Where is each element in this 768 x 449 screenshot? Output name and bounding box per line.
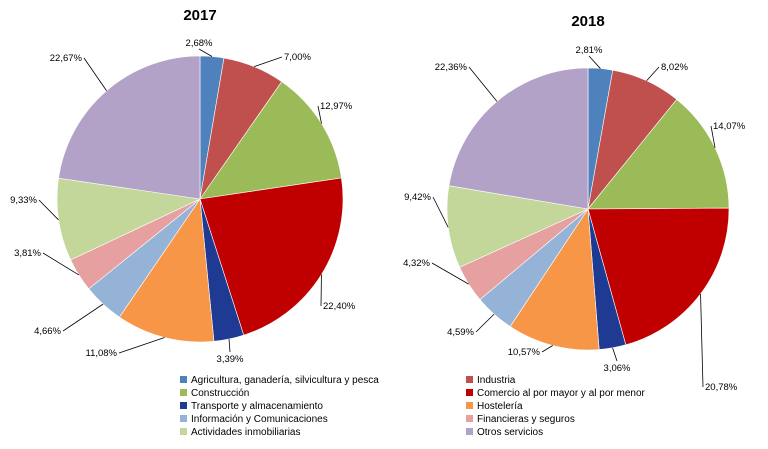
leader-line-2018-0 [588, 55, 601, 69]
pie-slice-2018-actividades-inmobiliarias [446, 185, 590, 268]
legend-item-agricultura-ganaderia-silvicultura-y-pesca: Agricultura, ganadería, silvicultura y p… [180, 375, 379, 386]
leader-line-2017-9 [83, 57, 107, 91]
leader-line-2018-8 [432, 196, 449, 228]
leader-line-2017-0 [198, 48, 213, 57]
data-label-2017-financieras-y-seguros: 3,81% [14, 248, 41, 259]
legend-swatch-informacion-y-comunicaciones [180, 415, 187, 422]
legend-swatch-agricultura-ganaderia-silvicultura-y-pesca [180, 376, 187, 383]
data-label-2017-transporte-y-almacenamiento: 3,39% [217, 354, 244, 365]
leader-line-2018-2 [710, 125, 716, 148]
pie-slice-2017-comercio-al-por-mayor-y-al-por-menor [199, 177, 344, 336]
data-label-2018-hosteleria: 10,57% [508, 347, 541, 358]
data-label-2018-construccion: 14,07% [713, 121, 746, 132]
legend: Agricultura, ganadería, silvicultura y p… [180, 375, 646, 438]
legend-swatch-industria [466, 376, 473, 383]
data-label-2017-informacion-y-comunicaciones: 4,66% [34, 326, 61, 337]
pie-slice-2017-actividades-inmobiliarias [56, 177, 202, 261]
data-label-2017-actividades-inmobiliarias: 9,33% [10, 195, 37, 206]
legend-label-otros-servicios: Otros servicios [477, 427, 543, 438]
leader-line-2017-1 [254, 56, 283, 68]
leader-line-2017-2 [317, 105, 322, 124]
legend-item-transporte-y-almacenamiento: Transporte y almacenamiento [180, 401, 323, 412]
data-label-2018-otros-servicios: 22,36% [435, 62, 468, 73]
leader-line-2017-6 [62, 303, 104, 332]
leader-line-2018-5 [541, 345, 553, 353]
legend-swatch-transporte-y-almacenamiento [180, 402, 187, 409]
data-label-2017-hosteleria: 11,08% [85, 348, 117, 359]
pie-chart-2018: 2018 2,81% 8,02% 14,07% 20,78% 3,06% 10,57% 4,… [403, 13, 746, 393]
data-label-2018-industria: 8,02% [661, 62, 688, 73]
legend-label-industria: Industria [477, 375, 516, 386]
leader-line-2017-4 [228, 338, 231, 353]
leader-line-2017-7 [42, 252, 80, 276]
legend-swatch-construccion [180, 389, 187, 396]
legend-label-financieras-y-seguros: Financieras y seguros [477, 414, 575, 425]
pie-slice-2018-otros-servicios [448, 67, 589, 210]
data-label-2018-comercio-al-por-mayor-y-al-por-menor: 20,78% [705, 382, 738, 393]
legend-item-industria: Industria [466, 375, 516, 386]
leader-line-2018-9 [468, 66, 498, 102]
leader-line-2017-8 [38, 199, 59, 221]
pie-chart-2017: 2017 2,68% 7,00% 12,97% 22,40% 3,39% 11,08% 4,… [10, 7, 356, 365]
leader-line-2018-4 [612, 347, 618, 362]
data-label-2018-informacion-y-comunicaciones: 4,59% [447, 327, 474, 338]
data-label-2017-industria: 7,00% [284, 52, 311, 63]
legend-item-hosteleria: Hostelería [466, 401, 523, 412]
data-label-2017-comercio-al-por-mayor-y-al-por-menor: 22,40% [323, 301, 356, 312]
leader-line-2018-7 [431, 262, 469, 285]
pie-slice-2017-construccion [199, 81, 342, 200]
legend-swatch-financieras-y-seguros [466, 415, 473, 422]
legend-swatch-otros-servicios [466, 428, 473, 435]
leader-line-2018-6 [475, 313, 495, 333]
leader-line-2018-3 [700, 293, 704, 388]
legend-item-comercio-al-por-mayor-y-al-por-menor: Comercio al por mayor y al por menor [466, 388, 646, 399]
pie-slice-2017-otros-servicios [58, 55, 201, 200]
pie-slice-2017-hosteleria [119, 198, 215, 343]
legend-label-hosteleria: Hostelería [477, 401, 523, 412]
legend-label-construccion: Construcción [191, 388, 249, 399]
chart-title-2018: 2018 [571, 13, 604, 30]
legend-label-actividades-inmobiliarias: Actividades inmobiliarias [191, 427, 301, 438]
legend-item-financieras-y-seguros: Financieras y seguros [466, 414, 575, 425]
data-label-2018-transporte-y-almacenamiento: 3,06% [604, 363, 631, 374]
data-label-2018-actividades-inmobiliarias: 9,42% [404, 192, 431, 203]
legend-label-comercio-al-por-mayor-y-al-por-menor: Comercio al por mayor y al por menor [477, 388, 646, 399]
legend-swatch-actividades-inmobiliarias [180, 428, 187, 435]
data-label-2018-financieras-y-seguros: 4,32% [403, 258, 430, 269]
data-label-2017-construccion: 12,97% [320, 101, 353, 112]
data-label-2017-otros-servicios: 22,67% [50, 53, 83, 64]
pie-slice-2018-construccion [587, 98, 730, 210]
legend-label-agricultura-ganaderia-silvicultura-y-pesca: Agricultura, ganadería, silvicultura y p… [191, 375, 379, 386]
legend-item-construccion: Construcción [180, 388, 249, 399]
leader-line-2018-1 [646, 66, 660, 82]
data-label-2018-agricultura-ganaderia-silvicultura-y-pesca: 2,81% [576, 45, 603, 56]
legend-swatch-comercio-al-por-mayor-y-al-por-menor [466, 389, 473, 396]
legend-item-otros-servicios: Otros servicios [466, 427, 543, 438]
leader-line-2017-5 [118, 337, 165, 354]
legend-label-transporte-y-almacenamiento: Transporte y almacenamiento [191, 401, 323, 412]
legend-item-informacion-y-comunicaciones: Información y Comunicaciones [180, 414, 328, 425]
chart-title-2017: 2017 [183, 7, 216, 24]
legend-swatch-hosteleria [466, 402, 473, 409]
legend-label-informacion-y-comunicaciones: Información y Comunicaciones [191, 414, 328, 425]
pie-slice-2018-comercio-al-por-mayor-y-al-por-menor [587, 207, 730, 346]
data-label-2017-agricultura-ganaderia-silvicultura-y-pesca: 2,68% [186, 38, 213, 49]
legend-item-actividades-inmobiliarias: Actividades inmobiliarias [180, 427, 301, 438]
